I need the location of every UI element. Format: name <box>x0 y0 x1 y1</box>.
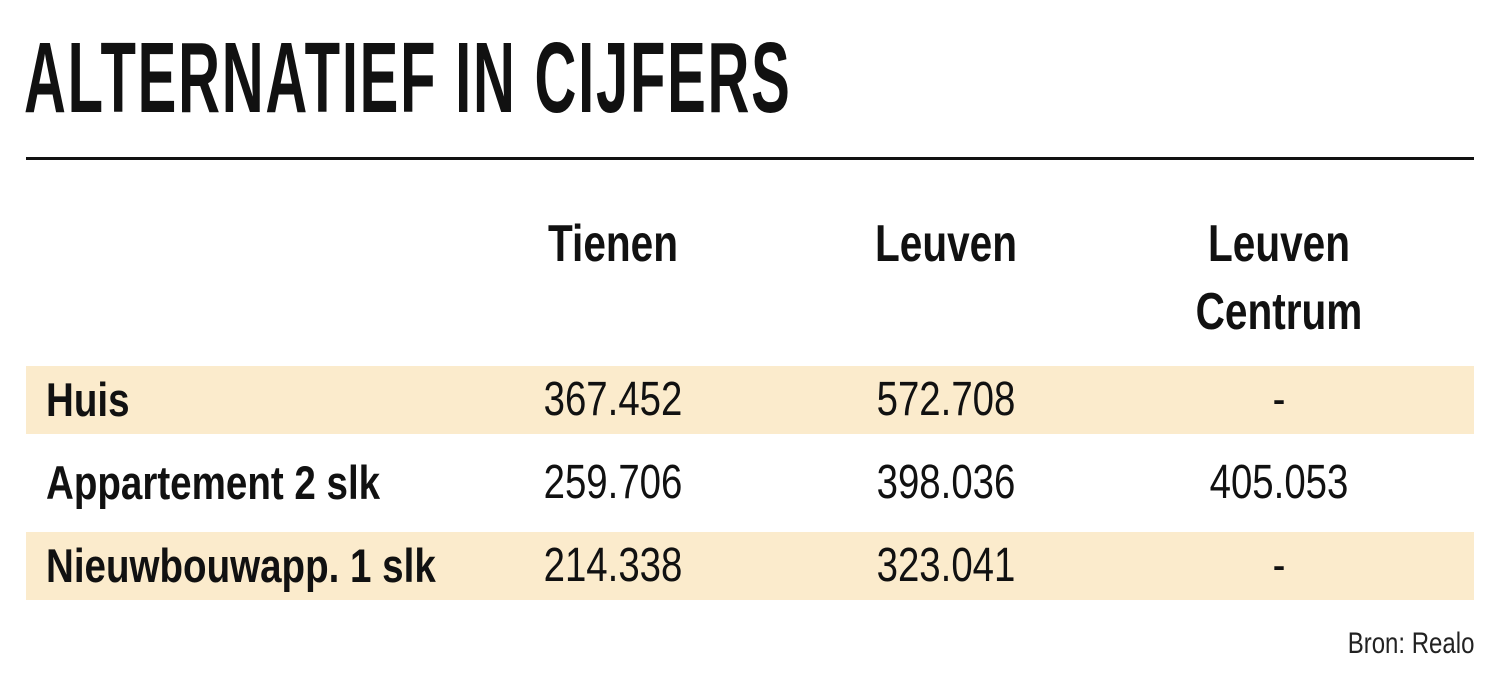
source-note: Bron: Realo <box>1347 627 1474 660</box>
column-header-leuven-centrum: Leuven Centrum <box>1195 215 1363 341</box>
table-cell: 323.041 <box>876 539 1016 592</box>
row-label: Huis <box>46 373 130 426</box>
table-cell: - <box>1272 373 1286 426</box>
table-cell: 259.706 <box>543 456 683 509</box>
chart-title: ALTERNATIEF IN CIJFERS <box>24 22 792 134</box>
table-cell: 367.452 <box>543 373 683 426</box>
table-row-nieuwbouwapp: Nieuwbouwapp. 1 slk 214.338 323.041 - <box>26 532 1474 600</box>
table-cell: 572.708 <box>876 373 1016 426</box>
title-divider <box>26 157 1474 160</box>
table-cell: 214.338 <box>543 539 683 592</box>
table-row-huis: Huis 367.452 572.708 - <box>26 366 1474 434</box>
table-cell: 405.053 <box>1209 456 1349 509</box>
column-header-leuven: Leuven <box>874 215 1018 273</box>
table-row-appartement: Appartement 2 slk 259.706 398.036 405.05… <box>26 449 1474 517</box>
data-table: Tienen Leuven Leuven Centrum Huis 367.45… <box>26 200 1474 615</box>
table-cell: 398.036 <box>876 456 1016 509</box>
column-header-tienen: Tienen <box>548 215 678 273</box>
table-header-row: Tienen Leuven Leuven Centrum <box>26 200 1474 366</box>
row-label: Appartement 2 slk <box>46 456 381 509</box>
table-cell: - <box>1272 539 1286 592</box>
row-label: Nieuwbouwapp. 1 slk <box>46 539 436 592</box>
